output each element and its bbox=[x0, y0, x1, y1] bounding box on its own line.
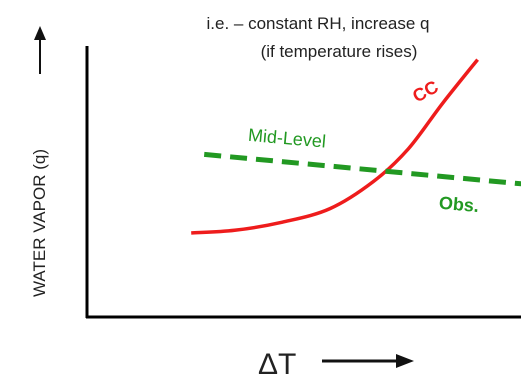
series-label-mid-level: Mid-Level bbox=[247, 125, 326, 152]
series-label-layer: CC Mid-Level Obs. bbox=[247, 77, 480, 217]
series-line-cc bbox=[191, 58, 479, 235]
y-axis-label: WATER VAPOR (q) bbox=[30, 149, 49, 297]
annotation-line-1: i.e. – constant RH, increase q bbox=[206, 14, 429, 33]
series-label-cc: CC bbox=[409, 77, 441, 107]
series-line-mid-level bbox=[203, 151, 521, 187]
series-label-obs: Obs. bbox=[438, 193, 480, 216]
x-axis-arrow bbox=[322, 354, 414, 368]
y-axis-arrow bbox=[34, 26, 46, 74]
series-layer bbox=[191, 58, 521, 235]
annotation-line-2: (if temperature rises) bbox=[261, 42, 418, 61]
x-axis-label: ΔT bbox=[258, 348, 296, 377]
